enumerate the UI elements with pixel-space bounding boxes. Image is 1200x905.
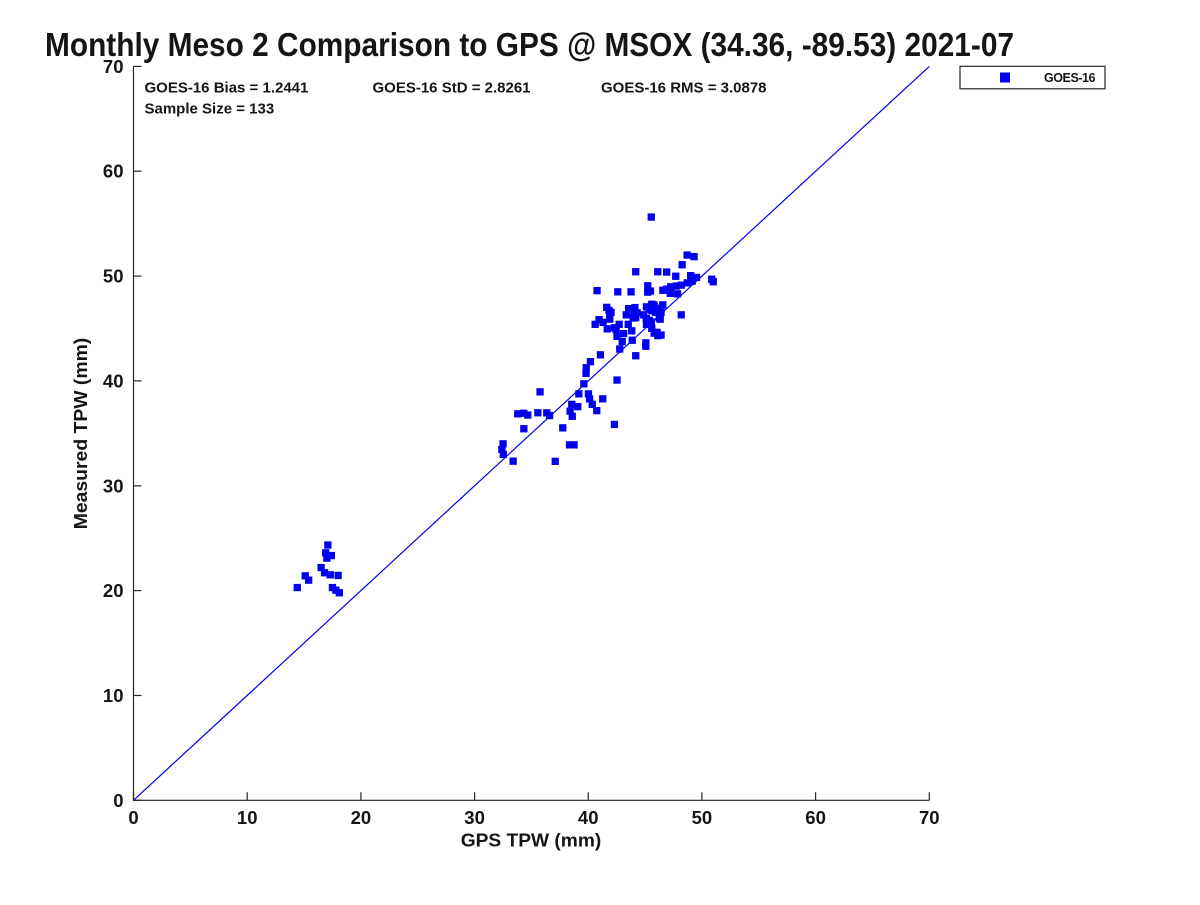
svg-text:30: 30 [103, 475, 124, 496]
svg-text:60: 60 [103, 161, 124, 182]
svg-text:60: 60 [805, 807, 826, 828]
svg-text:GOES-16 Bias = 1.2441: GOES-16 Bias = 1.2441 [145, 80, 309, 97]
svg-text:0: 0 [128, 807, 138, 828]
svg-text:30: 30 [464, 807, 485, 828]
svg-text:10: 10 [103, 685, 124, 706]
svg-text:GOES-16 StD = 2.8261: GOES-16 StD = 2.8261 [373, 80, 531, 97]
svg-text:20: 20 [351, 807, 372, 828]
svg-text:Measured TPW (mm): Measured TPW (mm) [70, 338, 91, 530]
svg-text:GOES-16: GOES-16 [1044, 71, 1096, 85]
svg-text:GOES-16 RMS = 3.0878: GOES-16 RMS = 3.0878 [601, 80, 767, 97]
svg-text:10: 10 [237, 807, 258, 828]
svg-text:70: 70 [103, 56, 124, 77]
svg-text:Sample Size = 133: Sample Size = 133 [145, 101, 275, 118]
svg-text:GPS TPW (mm): GPS TPW (mm) [461, 830, 602, 851]
svg-text:20: 20 [103, 580, 124, 601]
svg-text:50: 50 [103, 266, 124, 287]
svg-text:0: 0 [113, 790, 123, 811]
svg-text:50: 50 [692, 807, 713, 828]
svg-text:40: 40 [103, 370, 124, 391]
svg-text:70: 70 [919, 807, 940, 828]
svg-text:40: 40 [578, 807, 599, 828]
svg-text:Monthly Meso 2 Comparison to G: Monthly Meso 2 Comparison to GPS @ MSOX … [45, 26, 1014, 63]
